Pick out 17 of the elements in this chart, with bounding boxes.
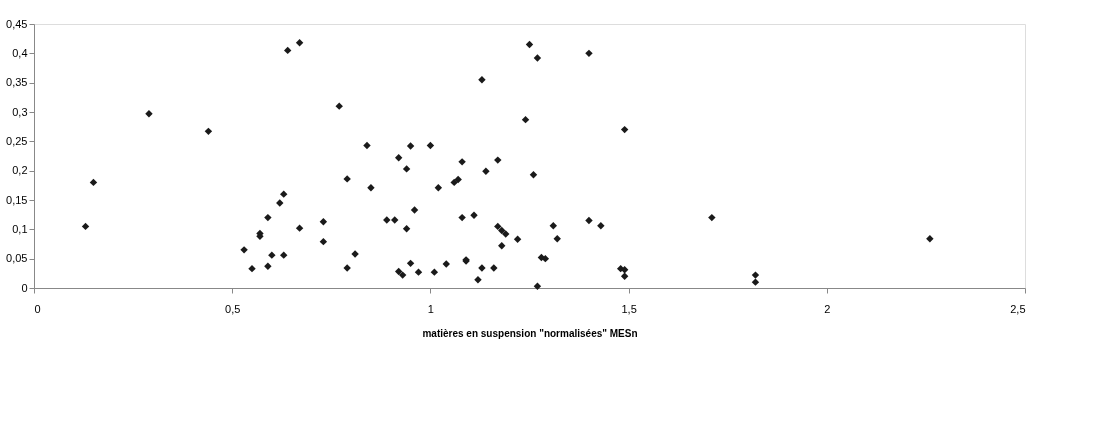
y-tick-label: 0,35 — [6, 76, 28, 89]
x-tick-label: 0 — [34, 302, 41, 315]
x-tick-label: 1 — [427, 302, 434, 315]
x-tick-label: 2 — [824, 302, 831, 315]
y-tick-label: 0,1 — [12, 222, 28, 235]
x-axis-title: matières en suspension "normalisées" MESn — [422, 327, 638, 339]
y-tick-label: 0,2 — [12, 164, 28, 177]
y-tick-label: 0,15 — [6, 193, 28, 206]
x-tick-label: 1,5 — [621, 302, 637, 315]
y-tick-label: 0,3 — [12, 105, 28, 118]
y-tick-label: 0,4 — [12, 46, 28, 59]
y-tick-label: 0,25 — [6, 134, 28, 147]
x-tick-label: 2,5 — [1010, 302, 1026, 315]
y-tick-label: 0,45 — [6, 17, 28, 30]
y-tick-label: 0,05 — [6, 252, 28, 265]
y-tick-label: 0 — [21, 281, 28, 294]
x-tick-label: 0,5 — [225, 302, 241, 315]
